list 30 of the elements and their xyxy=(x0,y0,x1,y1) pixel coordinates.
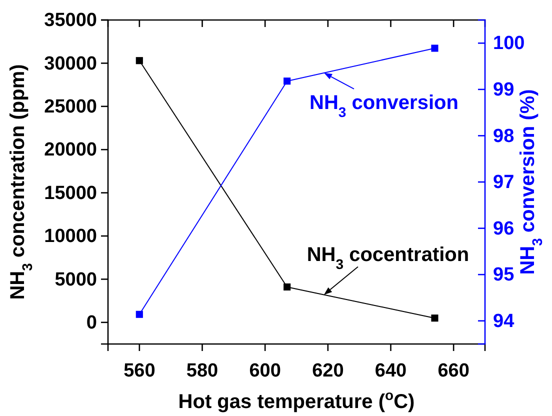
y2-tick-label: 95 xyxy=(493,264,515,286)
point xyxy=(136,57,143,64)
y2-tick-label: 99 xyxy=(493,80,514,101)
point xyxy=(284,78,291,85)
y2-tick-label: 96 xyxy=(493,218,514,240)
x-tick-label: 600 xyxy=(249,360,281,382)
point xyxy=(431,314,438,322)
y-tick-label: 20000 xyxy=(44,140,97,161)
y-tick-label: 30000 xyxy=(44,53,97,74)
point xyxy=(284,283,291,291)
y-tick-label: 5000 xyxy=(54,269,97,290)
point xyxy=(431,44,438,52)
x-tick-label: 660 xyxy=(438,360,470,382)
series-label: NH$_{3}$ cocentration xyxy=(306,244,470,272)
y2-tick-label: 98 xyxy=(493,126,514,147)
y-tick-label: 35000 xyxy=(44,10,97,32)
y-tick-label: 15000 xyxy=(44,182,97,204)
x-tick-label: 620 xyxy=(312,360,344,382)
y2-tick-label: 100 xyxy=(493,33,525,54)
y2-tick-label: 97 xyxy=(493,172,514,194)
x-tick-label: 560 xyxy=(124,360,156,382)
y-tick-label: 0 xyxy=(86,312,97,334)
y-tick-label: 25000 xyxy=(44,96,97,118)
x-tick-label: 640 xyxy=(374,360,407,382)
point xyxy=(136,310,143,318)
x-axis-title: Hot gas temperature ($^{o}$C) xyxy=(178,387,415,413)
legend-label: NH$_{3}$ conversion xyxy=(310,92,458,120)
x-tick-label: 580 xyxy=(186,360,218,382)
y2-tick-label: 94 xyxy=(493,310,515,332)
y-tick-label: 10000 xyxy=(44,226,97,248)
